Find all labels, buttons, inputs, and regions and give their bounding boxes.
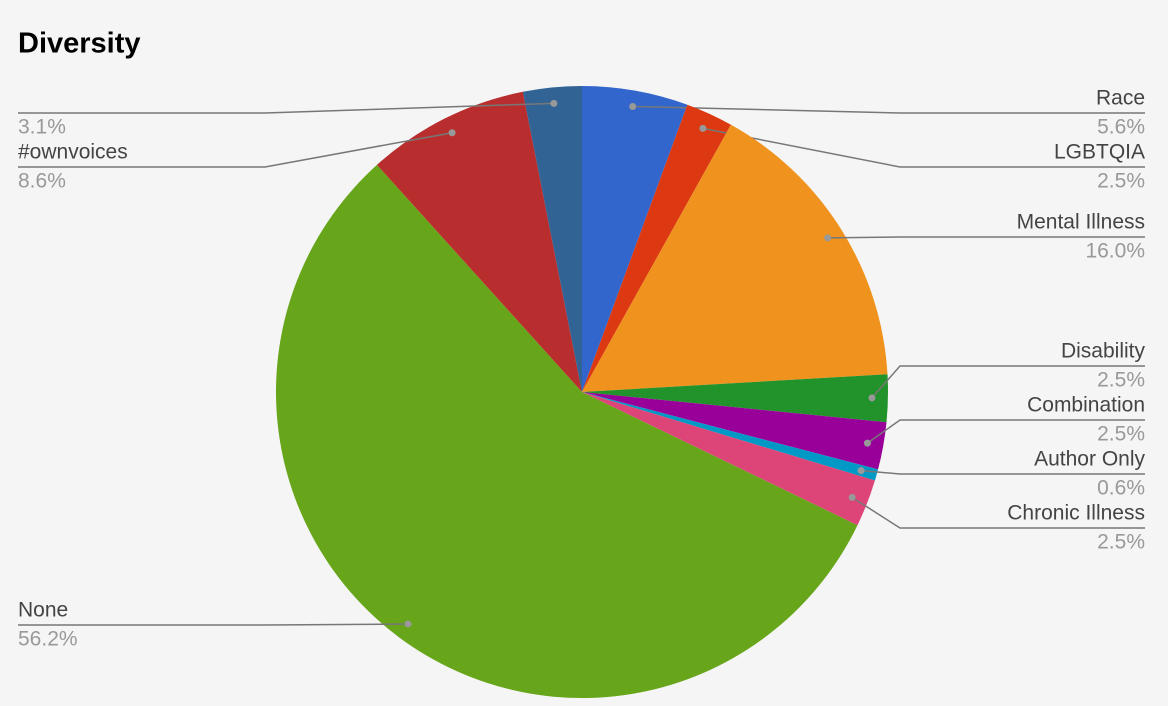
leader-line — [632, 105, 1145, 114]
leader-dot — [824, 234, 832, 242]
slice-value: 5.6% — [1097, 116, 1145, 139]
leader-dot — [550, 99, 558, 107]
pie-slice — [522, 86, 582, 392]
leader-line — [861, 469, 1145, 475]
slice-value: 2.5% — [1097, 531, 1145, 554]
pie-slice — [582, 392, 887, 470]
leader-dot — [848, 493, 856, 501]
chart-title: Diversity — [18, 28, 141, 60]
leader-dot — [699, 124, 707, 132]
leader-dot — [868, 394, 876, 402]
pie-slice — [582, 104, 731, 392]
leader-line — [871, 365, 1145, 399]
slice-label: Disability — [1061, 340, 1146, 363]
slice-value: 0.6% — [1097, 477, 1145, 500]
slice-label: Chronic Illness — [1007, 502, 1145, 525]
leader-dot — [629, 102, 637, 110]
slice-value: 2.5% — [1097, 369, 1145, 392]
slice-label: Race — [1096, 87, 1145, 110]
slice-label: Mental Illness — [1017, 211, 1145, 234]
pie-slice — [582, 392, 875, 526]
slice-value: 56.2% — [18, 628, 78, 651]
slice-value: 3.1% — [18, 116, 66, 139]
slice-label: LGBTQIA — [1054, 141, 1145, 164]
pie-slice — [376, 91, 582, 392]
pie-slice — [582, 86, 688, 392]
leader-dot — [857, 467, 865, 475]
slice-label: Author Only — [1034, 448, 1145, 471]
leader-line — [702, 127, 1145, 168]
leader-line — [867, 419, 1145, 444]
leader-dot — [448, 129, 456, 137]
slice-label: #ownvoices — [18, 141, 128, 164]
leader-dot — [863, 439, 871, 447]
leader-dot — [404, 620, 412, 628]
leader-line — [827, 236, 1145, 239]
leader-line — [18, 131, 453, 168]
pie-slice — [582, 374, 888, 423]
slice-value: 2.5% — [1097, 170, 1145, 193]
pie-slice — [582, 392, 879, 481]
pie-slice — [275, 164, 858, 699]
pie-slice — [582, 124, 888, 392]
slice-value: 2.5% — [1097, 423, 1145, 446]
slice-label: None — [18, 599, 68, 622]
leader-line — [18, 623, 409, 626]
leader-line — [851, 496, 1145, 529]
slice-value: 16.0% — [1085, 240, 1145, 263]
slice-label: Combination — [1027, 394, 1145, 417]
slice-value: 8.6% — [18, 170, 66, 193]
leader-line — [18, 102, 554, 114]
